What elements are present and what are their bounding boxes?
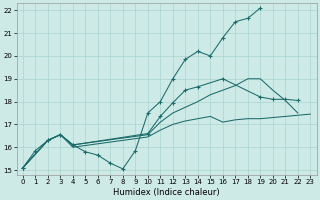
X-axis label: Humidex (Indice chaleur): Humidex (Indice chaleur) [113, 188, 220, 197]
